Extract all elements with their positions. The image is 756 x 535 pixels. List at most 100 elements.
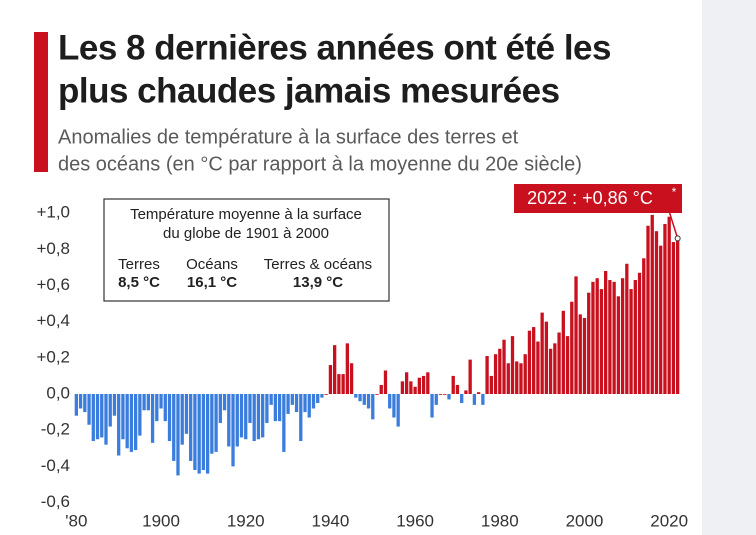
bar xyxy=(582,318,587,395)
bar xyxy=(447,394,451,400)
bar xyxy=(91,394,95,442)
bar xyxy=(646,225,650,395)
x-tick-label: 1900 xyxy=(142,511,180,530)
bar xyxy=(172,394,176,461)
bar xyxy=(269,394,273,405)
bar xyxy=(117,394,121,456)
bar xyxy=(133,394,138,451)
bar xyxy=(218,394,222,423)
y-tick-label: +0,8 xyxy=(36,239,70,258)
bar xyxy=(112,394,117,416)
info-value: 16,1 °C xyxy=(187,274,237,291)
bar xyxy=(481,394,485,405)
bar xyxy=(667,216,671,395)
bar xyxy=(100,394,104,438)
bar xyxy=(371,394,375,420)
bar xyxy=(197,394,201,474)
bar xyxy=(163,394,167,422)
bar xyxy=(608,280,612,395)
bar xyxy=(633,280,637,395)
bar xyxy=(434,394,438,405)
bar xyxy=(409,381,413,395)
bar xyxy=(604,270,608,395)
bar xyxy=(129,394,134,452)
bar xyxy=(235,394,239,447)
bar xyxy=(366,394,371,409)
bar xyxy=(506,363,510,395)
chart-subtitle: Anomalies de température à la surface de… xyxy=(58,126,519,148)
bar xyxy=(176,394,180,476)
bar xyxy=(286,394,290,414)
bar xyxy=(210,394,214,454)
y-tick-label: +0,2 xyxy=(36,347,70,366)
bar xyxy=(248,394,252,423)
bar xyxy=(519,363,523,395)
bar xyxy=(294,394,299,413)
x-tick-label: 2020 xyxy=(650,511,688,530)
bar xyxy=(104,394,108,445)
bar xyxy=(299,394,303,442)
bar xyxy=(273,394,278,422)
bar xyxy=(155,394,159,422)
bar xyxy=(349,363,354,395)
bar xyxy=(404,372,409,395)
bar xyxy=(231,394,235,467)
plot: +1,0 +0,8 +0,6 +0,4 +0,2 0,0 -0,2 -0,4 -0,6'80 19… xyxy=(36,203,688,531)
bar xyxy=(523,354,527,395)
bar xyxy=(290,394,294,405)
bar xyxy=(320,394,324,398)
bar xyxy=(493,354,498,395)
bar xyxy=(532,327,536,395)
bar xyxy=(654,231,659,395)
bar xyxy=(261,394,265,438)
bar xyxy=(83,394,87,413)
bar xyxy=(460,394,464,404)
bar xyxy=(265,394,269,423)
info-label: Terres xyxy=(118,256,160,273)
bar xyxy=(587,292,591,395)
bar xyxy=(485,356,489,395)
bar xyxy=(392,394,396,418)
annotation: 2022 : +0,86 °C xyxy=(527,188,653,208)
bar xyxy=(396,394,400,427)
bar xyxy=(201,394,206,470)
bar xyxy=(324,394,328,395)
title-accent xyxy=(34,32,48,172)
bar xyxy=(468,359,472,395)
info-title: du globe de 1901 à 2000 xyxy=(163,225,329,242)
y-tick-label: +0,4 xyxy=(36,311,70,330)
x-tick-label: 1920 xyxy=(227,511,265,530)
bar xyxy=(464,390,468,395)
y-tick-label: 0,0 xyxy=(46,383,70,402)
bar xyxy=(108,394,112,427)
y-tick-label: +0,6 xyxy=(36,275,70,294)
bar xyxy=(565,336,570,395)
bar xyxy=(222,394,227,411)
info-value: 13,9 °C xyxy=(293,274,343,291)
bar xyxy=(307,394,311,418)
y-tick-label: -0,4 xyxy=(41,456,70,475)
bar xyxy=(620,278,625,395)
bar xyxy=(413,386,417,395)
bar xyxy=(472,394,477,405)
bar xyxy=(311,394,316,409)
bar xyxy=(193,394,197,470)
bar xyxy=(544,321,549,395)
bar xyxy=(498,348,502,395)
y-tick-label: -0,6 xyxy=(41,492,70,511)
bar xyxy=(510,336,515,395)
x-tick-label: 1940 xyxy=(312,511,350,530)
bar xyxy=(95,394,100,440)
chart-title: Les 8 dernières années ont été les xyxy=(58,28,611,67)
bar xyxy=(625,263,629,395)
bar xyxy=(341,374,345,395)
bar xyxy=(515,361,519,395)
bar xyxy=(189,394,193,461)
bar xyxy=(205,394,210,474)
bar xyxy=(383,370,388,395)
bar xyxy=(167,394,172,442)
bar xyxy=(476,392,481,395)
bar xyxy=(316,394,320,404)
bar xyxy=(400,381,405,395)
